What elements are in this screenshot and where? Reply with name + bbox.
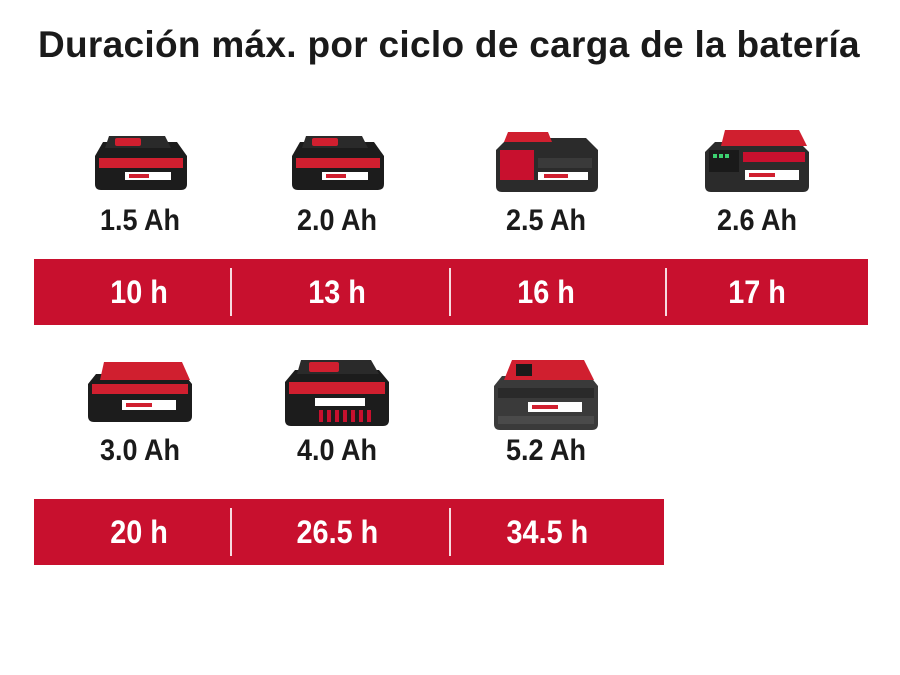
duration-bar-row-2: 20 h 26.5 h 34.5 h (34, 499, 664, 565)
battery-capacity-label: 2.6 Ah (716, 204, 798, 237)
page-title: Duración máx. por ciclo de carga de la b… (38, 24, 860, 65)
bar-divider (449, 268, 451, 316)
bar-divider (230, 508, 232, 556)
battery-pack-icon (232, 358, 442, 430)
battery-pack-icon (35, 358, 245, 430)
duration-bar-row-1: 10 h 13 h 16 h 17 h (34, 259, 868, 325)
bar-divider (230, 268, 232, 316)
battery-capacity-label: 5.2 Ah (505, 434, 587, 467)
battery-capacity-label: 1.5 Ah (99, 204, 181, 237)
battery-card: 5.2 Ah (441, 358, 651, 466)
battery-card: 1.5 Ah (35, 128, 245, 236)
battery-pack-icon (441, 128, 651, 200)
battery-card: 2.5 Ah (441, 128, 651, 236)
duration-value: 17 h (728, 273, 786, 310)
battery-card: 4.0 Ah (232, 358, 442, 466)
duration-value: 26.5 h (296, 513, 378, 550)
battery-pack-icon (441, 358, 651, 430)
duration-value: 13 h (308, 273, 366, 310)
battery-capacity-label: 2.0 Ah (296, 204, 378, 237)
duration-value: 34.5 h (506, 513, 588, 550)
duration-value: 10 h (110, 273, 168, 310)
battery-pack-icon (35, 128, 245, 200)
battery-card: 2.6 Ah (652, 128, 862, 236)
bar-divider (665, 268, 667, 316)
battery-pack-icon (652, 128, 862, 200)
duration-value: 20 h (110, 513, 168, 550)
battery-pack-icon (232, 128, 442, 200)
battery-capacity-label: 3.0 Ah (99, 434, 181, 467)
battery-card: 2.0 Ah (232, 128, 442, 236)
bar-divider (449, 508, 451, 556)
duration-value: 16 h (517, 273, 575, 310)
battery-capacity-label: 2.5 Ah (505, 204, 587, 237)
battery-capacity-label: 4.0 Ah (296, 434, 378, 467)
battery-card: 3.0 Ah (35, 358, 245, 466)
